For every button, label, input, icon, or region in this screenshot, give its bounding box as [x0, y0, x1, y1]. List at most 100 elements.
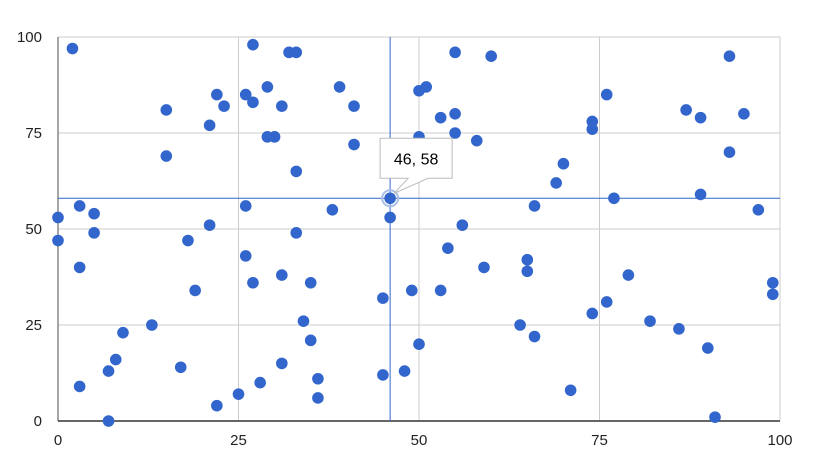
data-point[interactable]: [88, 227, 100, 239]
focused-data-point[interactable]: [384, 192, 396, 205]
data-point[interactable]: [66, 42, 79, 55]
data-point[interactable]: [694, 188, 707, 201]
data-points: [52, 38, 779, 427]
data-point[interactable]: [377, 292, 389, 304]
data-point[interactable]: [434, 111, 447, 124]
data-point[interactable]: [723, 146, 736, 158]
data-point[interactable]: [405, 284, 418, 297]
data-point[interactable]: [304, 276, 317, 289]
data-point[interactable]: [276, 269, 288, 281]
data-point[interactable]: [766, 276, 779, 289]
data-point[interactable]: [182, 234, 194, 247]
data-point[interactable]: [600, 296, 613, 308]
data-point[interactable]: [420, 81, 433, 93]
tooltip-text: 46, 58: [394, 151, 439, 168]
data-point[interactable]: [449, 46, 461, 59]
data-point[interactable]: [528, 200, 541, 212]
data-point[interactable]: [203, 119, 216, 132]
data-point[interactable]: [384, 211, 396, 224]
data-point[interactable]: [268, 131, 281, 143]
data-point[interactable]: [673, 323, 685, 335]
data-point[interactable]: [312, 372, 324, 385]
data-point[interactable]: [276, 100, 288, 112]
data-point[interactable]: [550, 177, 562, 189]
data-point[interactable]: [239, 250, 252, 262]
data-point[interactable]: [239, 200, 252, 212]
data-point[interactable]: [102, 415, 115, 427]
data-point[interactable]: [174, 361, 187, 374]
data-point[interactable]: [254, 376, 266, 389]
data-point[interactable]: [261, 81, 274, 93]
data-point[interactable]: [528, 330, 541, 343]
data-point[interactable]: [377, 369, 389, 381]
data-point[interactable]: [608, 192, 620, 205]
data-point[interactable]: [73, 261, 86, 274]
data-point[interactable]: [290, 46, 303, 59]
data-point[interactable]: [211, 88, 223, 101]
data-point[interactable]: [766, 288, 779, 301]
data-point[interactable]: [247, 96, 259, 109]
data-point[interactable]: [117, 326, 129, 339]
data-point[interactable]: [189, 284, 201, 297]
data-point[interactable]: [478, 261, 490, 274]
data-point[interactable]: [470, 134, 483, 147]
data-point[interactable]: [557, 157, 570, 170]
data-point[interactable]: [348, 100, 360, 112]
data-point[interactable]: [600, 88, 613, 101]
data-point[interactable]: [52, 234, 64, 247]
data-point[interactable]: [88, 207, 100, 220]
data-point[interactable]: [521, 265, 534, 278]
data-point[interactable]: [680, 104, 692, 116]
data-point[interactable]: [442, 242, 454, 254]
x-tick-label: 100: [767, 432, 792, 449]
data-point[interactable]: [232, 388, 245, 400]
data-point[interactable]: [348, 138, 360, 151]
data-point[interactable]: [109, 353, 122, 366]
data-point[interactable]: [738, 108, 750, 120]
data-point[interactable]: [290, 227, 303, 239]
data-point[interactable]: [449, 127, 461, 139]
data-point[interactable]: [456, 219, 469, 231]
data-point[interactable]: [247, 276, 259, 289]
data-point[interactable]: [146, 319, 158, 331]
data-point[interactable]: [239, 88, 252, 101]
data-point[interactable]: [723, 50, 736, 62]
focused-point-ring: [381, 189, 400, 208]
data-point[interactable]: [694, 111, 707, 124]
axes: [57, 37, 780, 422]
data-point[interactable]: [312, 392, 324, 404]
data-point[interactable]: [709, 411, 721, 423]
data-point[interactable]: [52, 211, 64, 224]
data-point[interactable]: [752, 204, 765, 216]
data-point[interactable]: [247, 38, 259, 51]
data-point[interactable]: [276, 357, 288, 370]
data-point[interactable]: [644, 315, 656, 327]
data-point[interactable]: [485, 50, 498, 62]
data-point[interactable]: [413, 338, 425, 351]
data-point[interactable]: [514, 319, 526, 331]
data-point[interactable]: [160, 104, 173, 116]
data-point[interactable]: [622, 269, 635, 281]
x-axis-ticks: 0 25 50 75 100: [54, 432, 793, 449]
data-point[interactable]: [586, 307, 599, 320]
data-point[interactable]: [304, 334, 317, 347]
data-point[interactable]: [160, 150, 173, 162]
data-point[interactable]: [326, 204, 339, 216]
data-point[interactable]: [102, 365, 115, 377]
data-point[interactable]: [521, 253, 534, 266]
data-point[interactable]: [211, 399, 223, 412]
data-point[interactable]: [564, 384, 577, 397]
data-point[interactable]: [434, 284, 447, 297]
data-point[interactable]: [73, 380, 86, 393]
data-point[interactable]: [449, 108, 461, 120]
data-point[interactable]: [398, 365, 411, 377]
data-point[interactable]: [203, 219, 216, 231]
data-point[interactable]: [218, 100, 230, 112]
data-point[interactable]: [73, 200, 86, 212]
data-point[interactable]: [290, 165, 303, 178]
data-point[interactable]: [297, 315, 310, 327]
data-point[interactable]: [333, 81, 346, 93]
data-point[interactable]: [702, 342, 714, 354]
data-point[interactable]: [586, 123, 599, 135]
